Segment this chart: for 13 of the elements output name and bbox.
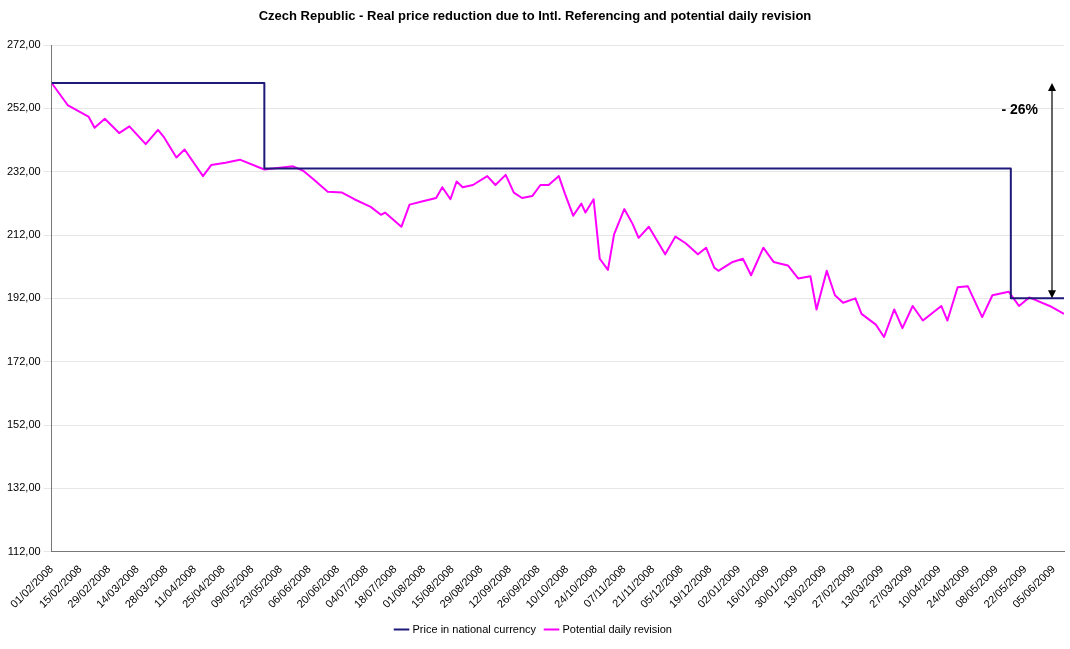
y-tick-label: 112,00: [7, 544, 41, 557]
y-tick-label: 212,00: [6, 228, 41, 241]
legend-label: Potential daily revision: [562, 622, 672, 635]
y-tick-label: 132,00: [6, 481, 41, 494]
y-tick-label: 252,00: [6, 101, 41, 114]
y-tick-label: 172,00: [6, 354, 41, 367]
chart-title: Czech Republic - Real price reduction due to Intl. Referencing and potential daily revision: [257, 8, 813, 23]
y-tick-label: 272,00: [6, 38, 41, 51]
annotation: - 26%: [1001, 101, 1038, 117]
y-tick-label: 152,00: [6, 418, 41, 431]
legend-label: Price in national currency: [412, 622, 537, 635]
y-tick-label: 232,00: [6, 164, 41, 177]
y-tick-label: 192,00: [6, 291, 41, 304]
